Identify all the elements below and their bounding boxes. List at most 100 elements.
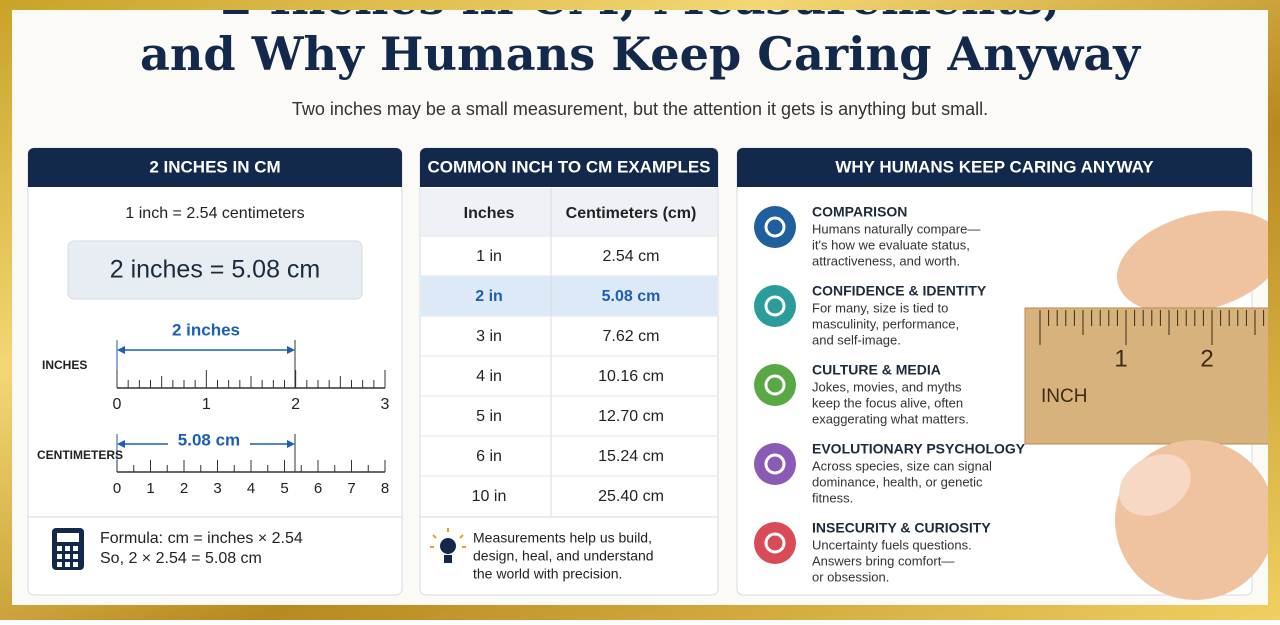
table-cell: 7.62 cm [603, 328, 660, 345]
table-heading: Inches [464, 205, 515, 222]
result: 2 inches = 5.08 cm [110, 256, 321, 284]
table-cell: 10.16 cm [598, 368, 664, 385]
calculator-key [57, 562, 62, 567]
item-text: dominance, health, or genetic [812, 474, 983, 489]
item-text: Jokes, movies, and myths [812, 379, 962, 394]
table-cell: 4 in [476, 368, 502, 385]
ruler-label: INCHES [42, 358, 87, 372]
item-icon-glyph [764, 295, 786, 317]
ruler-number: 7 [347, 480, 355, 497]
table-cell: 25.40 cm [598, 488, 664, 505]
ruler-label: CENTIMETERS [37, 448, 123, 462]
calculator-key [65, 562, 70, 567]
wood-number: 2 [1200, 345, 1213, 372]
table-header [421, 188, 717, 236]
panel-header [420, 148, 718, 187]
calculator-key [57, 554, 62, 559]
title-line: 2 Inches in CM, Measurements, [220, 0, 1060, 25]
item-icon [754, 522, 796, 564]
table-cell: 10 in [472, 488, 507, 505]
ruler-number: 8 [381, 480, 389, 497]
ruler-number: 4 [247, 480, 255, 497]
item-text: fitness. [812, 490, 853, 505]
item-heading: COMPARISON [812, 204, 907, 220]
panel-title: COMMON INCH TO CM EXAMPLES [427, 157, 710, 176]
bulb-icon [440, 538, 456, 554]
span-label: 2 inches [172, 320, 240, 339]
item-text: Uncertainty fuels questions. [812, 537, 972, 552]
calculator-screen [57, 533, 79, 542]
note: design, heal, and understand [473, 548, 654, 564]
item-icon-glyph [764, 453, 786, 475]
item-text: Humans naturally compare— [812, 221, 980, 236]
table-cell: 2 in [475, 288, 503, 305]
item-text: masculinity, performance, [812, 316, 959, 331]
formula: Formula: cm = inches × 2.54 [100, 530, 303, 547]
wood-unit: INCH [1041, 386, 1087, 407]
panel-title: WHY HUMANS KEEP CARING ANYWAY [835, 157, 1154, 176]
calculator-key [65, 554, 70, 559]
item-icon [754, 206, 796, 248]
item-heading: CONFIDENCE & IDENTITY [812, 283, 987, 299]
panel-header [737, 148, 1252, 187]
table-cell: 6 in [476, 448, 502, 465]
calculator-key [73, 546, 78, 551]
calculator-key [65, 546, 70, 551]
panel-title: 2 INCHES IN CM [149, 157, 280, 176]
wood-ruler [1024, 307, 1268, 445]
item-text: Across species, size can signal [812, 458, 992, 473]
item-icon-glyph [764, 374, 786, 396]
table-cell: 5 in [476, 408, 502, 425]
item-text: and self-image. [812, 332, 901, 347]
table-cell: 5.08 cm [602, 288, 661, 305]
item-heading: CULTURE & MEDIA [812, 362, 941, 378]
ruler-number: 2 [291, 396, 300, 413]
calculator-key [73, 554, 78, 559]
item-heading: INSECURITY & CURIOSITY [812, 520, 991, 536]
wood-number: 1 [1114, 345, 1127, 372]
ruler-number: 6 [314, 480, 322, 497]
item-text: keep the focus alive, often [812, 395, 963, 410]
item-icon [754, 443, 796, 485]
item-text: it's how we evaluate status, [812, 237, 970, 252]
table-cell: 2.54 cm [603, 248, 660, 265]
ruler-number: 0 [113, 480, 121, 497]
table-cell: 3 in [476, 328, 502, 345]
item-icon-glyph [764, 216, 786, 238]
bulb-rays [430, 528, 466, 548]
item-icon [754, 364, 796, 406]
span-label: 5.08 cm [178, 430, 240, 449]
item-text: attractiveness, and worth. [812, 253, 960, 268]
note: Measurements help us build, [473, 530, 652, 546]
item-icon-glyph [764, 532, 786, 554]
thumbnail [1119, 454, 1191, 516]
ruler-number: 1 [202, 396, 211, 413]
item-text: Answers bring comfort— [812, 553, 954, 568]
content: 2 Inches in CM, Measurements,and Why Hum… [12, 0, 1268, 605]
item-heading: EVOLUTIONARY PSYCHOLOGY [812, 441, 1026, 457]
finger [1116, 210, 1268, 314]
formula: So, 2 × 2.54 = 5.08 cm [100, 550, 262, 567]
ruler-number: 3 [213, 480, 221, 497]
ruler-number: 3 [380, 396, 389, 413]
highlight-row [421, 276, 717, 316]
item-icon [754, 285, 796, 327]
table-cell: 15.24 cm [598, 448, 664, 465]
definition: 1 inch = 2.54 centimeters [125, 205, 304, 222]
bulb-base [444, 555, 452, 563]
table-cell: 1 in [476, 248, 502, 265]
ruler-number: 2 [180, 480, 188, 497]
table-cell: 12.70 cm [598, 408, 664, 425]
item-text: exaggerating what matters. [812, 411, 969, 426]
item-text: For many, size is tied to [812, 300, 948, 315]
panel-header [28, 148, 402, 187]
ruler-number: 5 [280, 480, 288, 497]
calculator-key [57, 546, 62, 551]
result-box [67, 240, 363, 300]
title-line: and Why Humans Keep Caring Anyway [140, 27, 1141, 81]
table-heading: Centimeters (cm) [566, 205, 697, 222]
ruler-number: 1 [146, 480, 154, 497]
calculator-key [73, 562, 78, 567]
